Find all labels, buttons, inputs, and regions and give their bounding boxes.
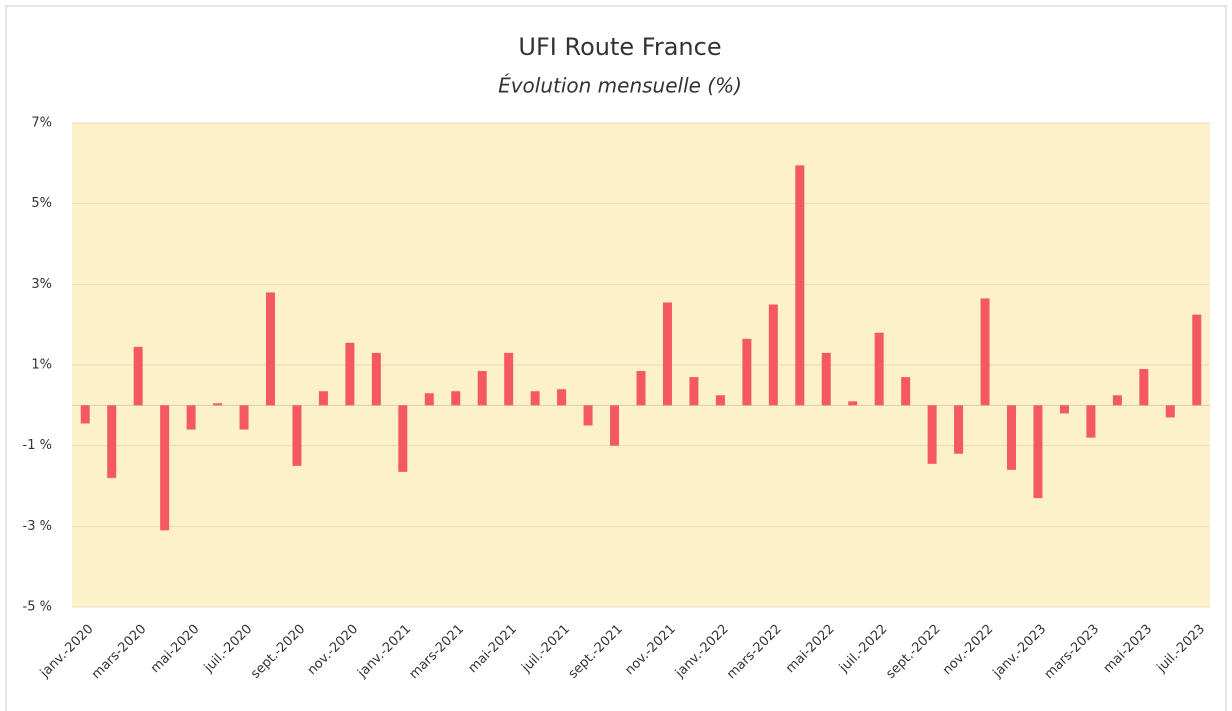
y-tick-label: 3% [31,277,52,292]
bar [371,352,381,406]
bar [1007,405,1017,470]
bar [424,393,434,406]
bar [848,401,858,406]
bar [901,377,911,406]
bar [451,391,461,406]
bar [689,377,699,406]
bar [504,352,514,406]
y-tick-label: 5% [31,196,52,211]
bar [239,405,249,430]
bar [1192,314,1202,406]
bar [213,403,223,406]
bar [927,405,937,464]
chart-title: UFI Route France [518,33,721,61]
bar [636,371,646,406]
bar [186,405,196,430]
bar [768,304,778,406]
bar [557,389,567,406]
bar [1086,405,1096,438]
bar [1059,405,1069,414]
bar [318,391,328,406]
bar [980,298,990,406]
y-tick-label: 1% [31,358,52,373]
bar [265,292,275,406]
bar [662,302,672,406]
y-tick-label: -1 % [23,438,52,453]
y-tick-label: -3 % [23,519,52,534]
bar [80,405,90,424]
bar [821,352,831,406]
y-tick-label: 7% [31,116,52,131]
bar [874,332,884,406]
bar [954,405,964,454]
bar [1165,405,1175,418]
bar [133,346,143,406]
bar [742,338,752,406]
bar [1033,405,1043,499]
bar [795,165,805,406]
bar [1112,395,1122,406]
bar [583,405,593,426]
bar [107,405,117,478]
bar [345,342,355,406]
bar [1139,369,1149,406]
bar [160,405,170,531]
bar [610,405,620,446]
y-tick-label: -5 % [23,600,52,615]
chart-subtitle: Évolution mensuelle (%) [498,74,742,98]
bar [398,405,408,472]
bar [292,405,302,466]
bar [477,371,487,406]
bar [715,395,725,406]
bar [530,391,540,406]
